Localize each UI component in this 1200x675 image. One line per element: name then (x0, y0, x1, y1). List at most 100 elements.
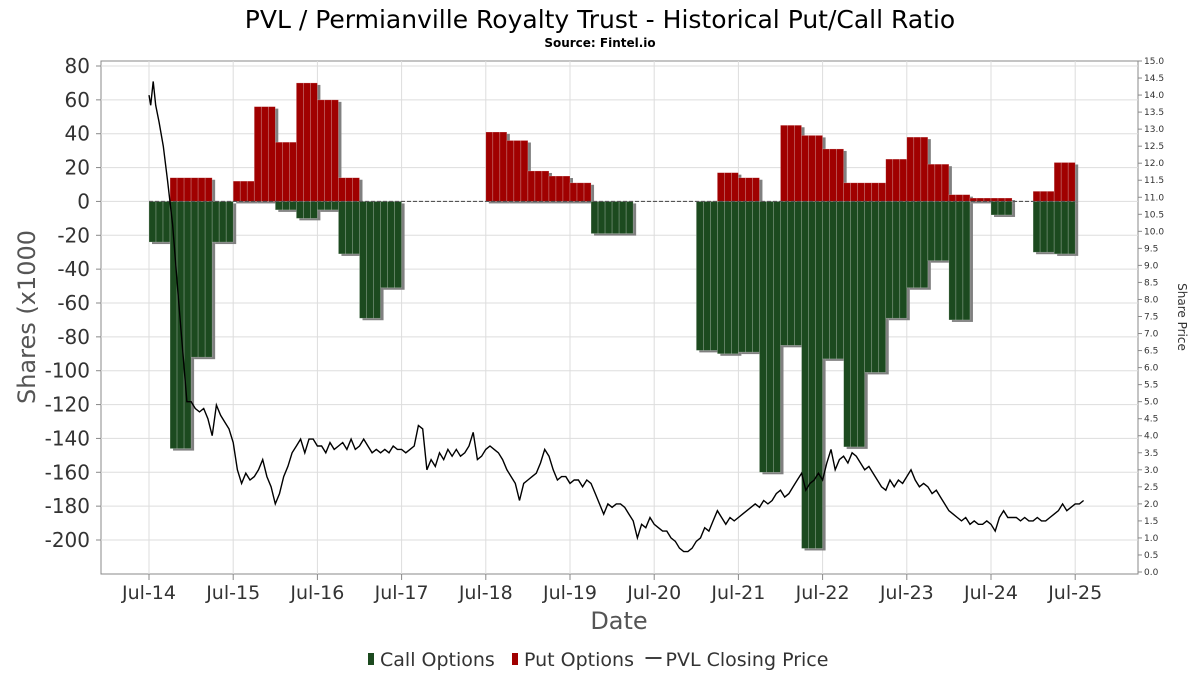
put-bar (562, 175, 571, 202)
call-bar (380, 201, 388, 289)
put-bar (822, 148, 830, 202)
put-bar (955, 194, 964, 202)
call-bar (597, 201, 606, 234)
put-bar (836, 148, 844, 202)
x-tick-label: Jul-15 (205, 582, 260, 604)
put-bar (492, 131, 501, 202)
y2-tick-label: 7.0 (1144, 330, 1159, 340)
call-bar (1060, 201, 1069, 255)
right-axis-ticks: 15.0 14.5 14.0 13.5 13.0 12.5 12.0 11.5 11.0 10.5… (1138, 57, 1164, 578)
x-tick-label: Jul-22 (795, 582, 850, 604)
x-tick-label: Jul-19 (542, 582, 597, 604)
y2-tick-label: 1.0 (1144, 534, 1159, 544)
legend-swatch (368, 653, 374, 665)
put-bar (324, 99, 332, 202)
left-axis-ticks: 80 60 40 20 0 -20 -40 -60 -80 -100 -120 -140 -160 -18… (45, 54, 101, 552)
put-bar (541, 170, 550, 202)
call-bar (885, 201, 894, 319)
y2-tick-label: 8.5 (1144, 278, 1158, 288)
call-bar (962, 201, 971, 321)
x-tick-label: Jul-17 (374, 582, 429, 604)
put-bar (583, 182, 592, 202)
y-tick-label: -40 (57, 257, 90, 281)
call-bar (590, 201, 599, 234)
put-bar (1067, 162, 1076, 202)
y2-tick-label: 9.0 (1144, 261, 1159, 271)
put-bar (289, 141, 297, 202)
put-bar (204, 177, 213, 202)
x-tick-label: Jul-21 (710, 582, 765, 604)
y-tick-label: 40 (65, 122, 90, 146)
call-bar (695, 201, 704, 351)
put-bar (892, 158, 901, 202)
y2-tick-label: 15.0 (1144, 57, 1164, 67)
x-axis-ticks: Jul-14 Jul-15 Jul-16 Jul-17 Jul-18 Jul-19 Jul-… (121, 574, 1102, 604)
call-bar (1067, 201, 1076, 255)
put-bar (310, 82, 318, 202)
put-bar (176, 177, 185, 202)
y2-tick-label: 12.5 (1144, 142, 1164, 152)
call-bar (324, 201, 332, 211)
call-bar (604, 201, 613, 234)
put-bar (260, 106, 269, 202)
call-bar (815, 201, 823, 549)
legend-swatch (512, 653, 518, 665)
put-bar (527, 170, 536, 202)
call-bar (829, 201, 837, 360)
y2-tick-label: 3.0 (1144, 466, 1159, 476)
call-bar (773, 201, 781, 473)
put-bar (724, 172, 732, 202)
call-bar (366, 201, 374, 319)
y-tick-label: 0 (77, 189, 90, 213)
call-bar (303, 201, 311, 219)
call-bar (1053, 201, 1062, 255)
put-bar (843, 182, 851, 202)
call-bar (625, 201, 634, 234)
y2-tick-label: 2.5 (1144, 483, 1158, 493)
call-bar (745, 201, 753, 353)
put-bar (548, 175, 557, 202)
put-bar (787, 124, 795, 202)
y-tick-label: -140 (45, 426, 90, 450)
call-bar (899, 201, 908, 319)
y2-axis-label: Share Price (1175, 283, 1189, 351)
legend-label: Call Options (380, 649, 495, 671)
call-bar (857, 201, 866, 448)
put-bar (485, 131, 494, 202)
put-bar (780, 124, 788, 202)
put-bar (513, 140, 522, 202)
call-bar (941, 201, 950, 261)
y2-tick-label: 13.0 (1144, 125, 1164, 135)
put-bar (1039, 190, 1048, 202)
call-bar (934, 201, 943, 261)
y2-tick-label: 7.5 (1144, 313, 1158, 323)
put-bar (352, 177, 360, 202)
put-bar (569, 182, 578, 202)
call-bar (225, 201, 234, 243)
call-bar (282, 201, 290, 211)
call-bar (611, 201, 620, 234)
chart-title: PVL / Permianville Royalty Trust - Histo… (245, 5, 955, 34)
call-bar (204, 201, 213, 358)
put-bar (274, 141, 283, 202)
y2-tick-label: 12.0 (1144, 159, 1164, 169)
x-tick-label: Jul-20 (626, 582, 681, 604)
call-bar (211, 201, 220, 243)
chart-subtitle: Source: Fintel.io (544, 36, 655, 50)
call-bar (618, 201, 627, 234)
call-bar (724, 201, 732, 355)
call-bar (927, 201, 936, 261)
put-bar (197, 177, 206, 202)
put-bar (885, 158, 894, 202)
put-bar (282, 141, 290, 202)
call-bar (296, 201, 304, 219)
y2-tick-label: 14.0 (1144, 91, 1164, 101)
call-bar (752, 201, 760, 353)
call-bar (913, 201, 922, 289)
call-bar (997, 201, 1006, 216)
put-bar (808, 135, 816, 202)
y2-tick-label: 9.5 (1144, 244, 1158, 254)
call-bar (731, 201, 739, 355)
